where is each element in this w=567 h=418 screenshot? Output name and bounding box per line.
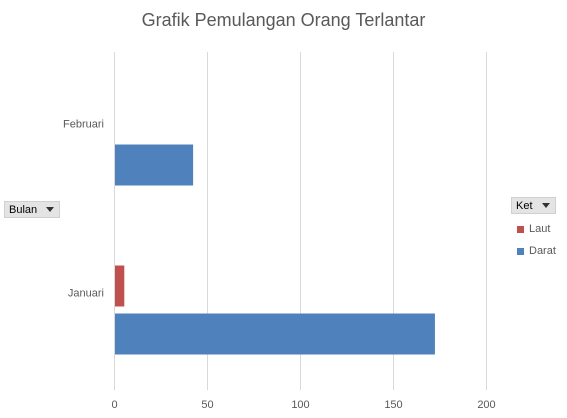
- x-tick-label-50: 50: [201, 399, 213, 411]
- legend-swatch-laut: [517, 225, 524, 233]
- legend-item-darat: Darat: [517, 240, 556, 262]
- legend-item-laut: Laut: [517, 218, 556, 240]
- legend-label-laut: Laut: [529, 223, 551, 235]
- legend-label-darat: Darat: [529, 245, 556, 257]
- y-tick-label-februari: Februari: [63, 119, 104, 131]
- chevron-down-icon: [46, 206, 55, 212]
- bar-darat-januari: [115, 313, 435, 355]
- x-tick-label-0: 0: [111, 399, 117, 411]
- bar-laut-januari: [115, 265, 125, 307]
- legend-swatch-darat: [517, 247, 524, 255]
- bar-darat-februari: [115, 144, 194, 186]
- chart-title: Grafik Pemulangan Orang Terlantar: [141, 10, 426, 30]
- legend-field-button[interactable]: Ket: [511, 197, 556, 214]
- y-tick-label-januari: Januari: [68, 288, 104, 300]
- x-tick-label-100: 100: [291, 399, 309, 411]
- x-tick-label-200: 200: [477, 399, 495, 411]
- chevron-down-icon: [541, 202, 550, 208]
- legend-field-label: Ket: [516, 200, 533, 212]
- x-tick-label-150: 150: [384, 399, 402, 411]
- category-field-label: Bulan: [9, 204, 38, 216]
- category-field-button[interactable]: Bulan: [4, 201, 61, 218]
- legend: Laut Darat: [517, 218, 556, 262]
